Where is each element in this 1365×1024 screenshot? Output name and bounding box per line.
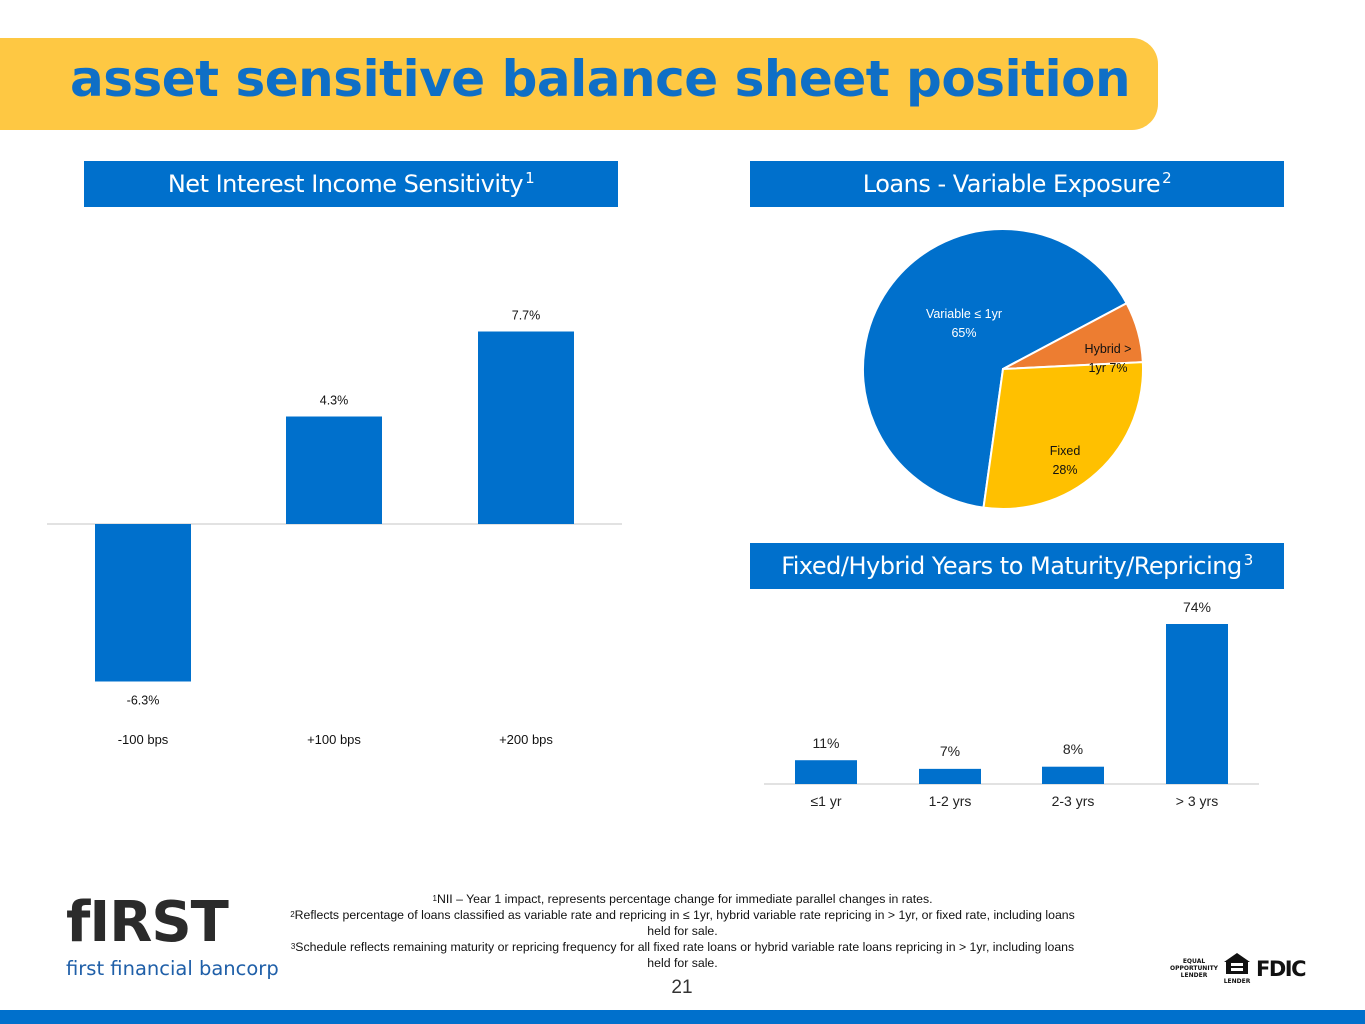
maturity-bar [1042,766,1104,784]
maturity-footnote-ref: 3 [1243,551,1254,569]
pie-slice-label: Hybrid > [1085,342,1132,356]
nii-panel-title: Net Interest Income Sensitivity [167,170,524,198]
pie-slice-value: 1yr 7% [1089,361,1128,375]
footer-bar [0,1010,1365,1024]
maturity-bar [919,768,981,784]
maturity-panel-header: Fixed/Hybrid Years to Maturity/Repricing… [750,543,1284,589]
maturity-category-label: 2-3 yrs [1052,793,1095,809]
nii-bar-label: -6.3% [127,694,160,708]
nii-bar [95,524,191,682]
maturity-bar [795,760,857,784]
nii-category-label: -100 bps [118,732,169,747]
footnote-2: 2Reflects percentage of loans classified… [290,908,1075,938]
house-icon [1224,953,1251,974]
maturity-category-label: 1-2 yrs [929,793,972,809]
loans-panel-header: Loans - Variable Exposure 2 [750,161,1284,207]
nii-bar-label: 7.7% [512,309,541,323]
footnotes: 1NII – Year 1 impact, represents percent… [290,891,1075,971]
footnote-3: 3Schedule reflects remaining maturity or… [290,940,1075,970]
pie-slice [862,228,1128,509]
loans-panel-title: Loans - Variable Exposure [862,170,1161,198]
fdic-logo: FDIC [1256,956,1307,981]
nii-bar-label: 4.3% [320,394,349,408]
nii-bar [286,416,382,524]
logo-tagline: first financial bancorp [66,957,279,980]
footnote-1: 1NII – Year 1 impact, represents percent… [432,892,933,906]
loans-footnote-ref: 2 [1162,169,1172,187]
equal-housing-lender-badge: LENDER [1222,952,1252,985]
maturity-category-label: ≤1 yr [810,793,841,809]
pie-slice-label: Fixed [1050,444,1081,458]
maturity-bar-label: 74% [1183,599,1211,615]
pie-slice-label: Variable ≤ 1yr [926,307,1002,321]
pie-slice-value: 65% [951,326,976,340]
nii-category-label: +200 bps [499,732,553,747]
regulatory-badges: EQUAL OPPORTUNITY LENDER LENDER FDIC [1170,952,1307,985]
logo-wordmark: fIRST [66,890,229,955]
nii-category-label: +100 bps [307,732,361,747]
maturity-bar-label: 7% [940,743,960,759]
company-logo: fIRST first financial bancorp [66,890,279,981]
page-title: asset sensitive balance sheet position [70,50,1131,108]
title-banner [0,38,1158,130]
nii-footnote-ref: 1 [525,169,535,187]
pie-slice-value: 28% [1052,463,1077,477]
nii-bar [478,331,574,524]
nii-panel-header: Net Interest Income Sensitivity 1 [84,161,618,207]
page-number: 21 [671,977,693,998]
maturity-bar [1166,624,1228,784]
maturity-category-label: > 3 yrs [1176,793,1218,809]
pie-slice [982,361,1144,510]
maturity-panel-title: Fixed/Hybrid Years to Maturity/Repricing [781,552,1242,580]
equal-opportunity-lender-badge: EQUAL OPPORTUNITY LENDER [1170,958,1219,979]
maturity-bar-label: 11% [813,735,840,751]
maturity-bar-label: 8% [1063,741,1083,757]
